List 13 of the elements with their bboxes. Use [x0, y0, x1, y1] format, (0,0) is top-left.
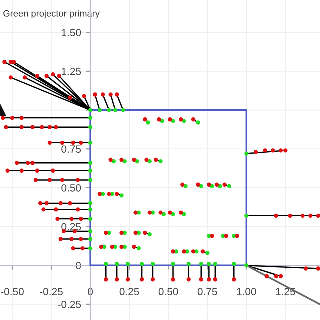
y-tick-label: 0.75: [62, 146, 82, 154]
y-axis-title: Green projector primary: [4, 10, 100, 19]
y-tick-label: 1.50: [62, 29, 82, 36]
x-tick-label: 0.75: [198, 288, 218, 296]
x-tick-label: 0.25: [120, 288, 140, 296]
x-tick-label: 0.50: [158, 288, 178, 296]
x-tick-label: 1.00: [237, 288, 256, 296]
y-tick-label: 1.25: [62, 68, 82, 76]
x-tick-label: 1.25: [276, 288, 296, 296]
y-tick-label: -0.25: [58, 300, 82, 308]
x-tick-label: -0.50: [1, 288, 24, 296]
x-tick-label: -0.25: [40, 288, 63, 296]
y-tick-label: 0.50: [62, 184, 82, 192]
